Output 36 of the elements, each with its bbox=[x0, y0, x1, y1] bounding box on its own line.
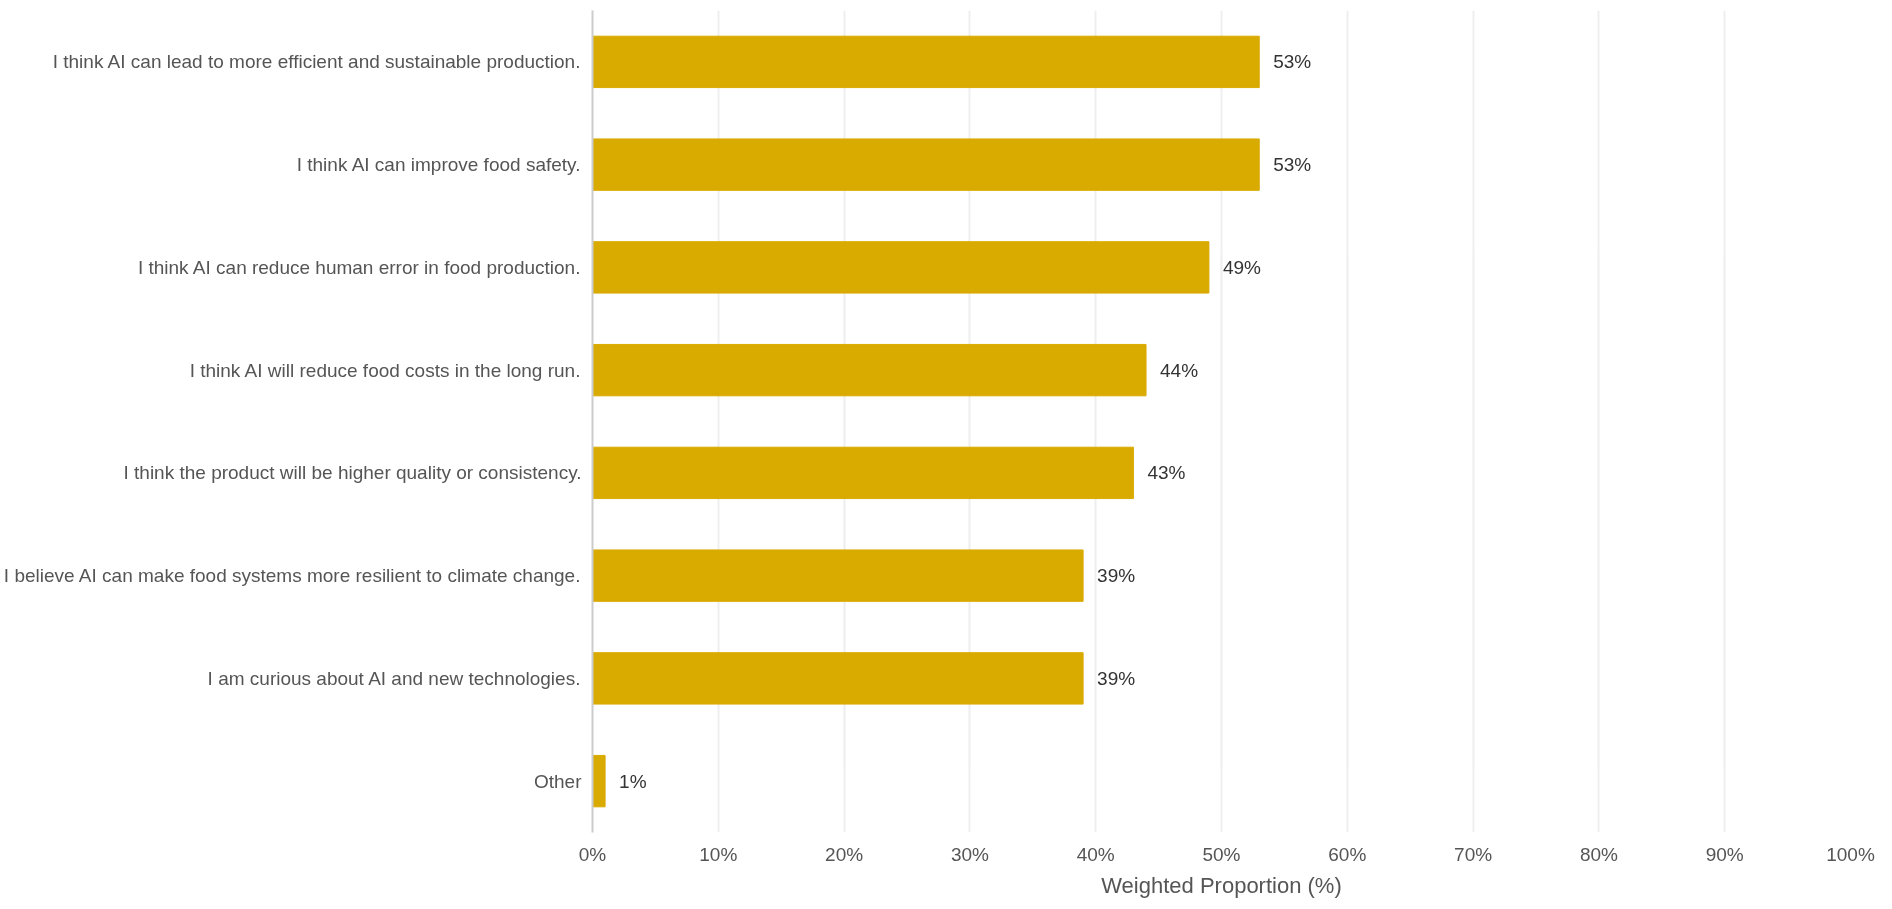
x-tick-label: 0% bbox=[578, 843, 607, 865]
x-tick-label: 90% bbox=[1705, 843, 1744, 865]
x-tick-label: 20% bbox=[825, 843, 864, 865]
data-label: 43% bbox=[1147, 462, 1186, 484]
y-tick-label: I believe AI can make food systems more resilient to climate change. bbox=[3, 565, 581, 587]
data-label: 53% bbox=[1273, 154, 1312, 176]
y-tick-label: I think the product will be higher quality or consistency. bbox=[123, 462, 582, 484]
data-label: 49% bbox=[1222, 256, 1262, 278]
data-label: 53% bbox=[1273, 51, 1312, 73]
data-label: 39% bbox=[1097, 667, 1136, 689]
x-tick-label: 10% bbox=[699, 843, 738, 865]
bar bbox=[592, 446, 1134, 500]
bar bbox=[592, 138, 1260, 191]
y-tick-label: I think AI will reduce food costs in the long run. bbox=[189, 359, 581, 381]
x-tick-label: 30% bbox=[950, 843, 990, 865]
bar bbox=[592, 549, 1084, 602]
data-label: 44% bbox=[1160, 359, 1199, 381]
bar bbox=[592, 241, 1210, 294]
x-tick-label: 80% bbox=[1579, 843, 1619, 865]
x-axis-title: Weighted Proportion (%) bbox=[1101, 872, 1342, 898]
bar bbox=[592, 754, 606, 808]
bar bbox=[592, 652, 1084, 705]
data-label: 1% bbox=[619, 770, 647, 792]
data-label: 39% bbox=[1097, 565, 1136, 587]
x-tick-label: 100% bbox=[1826, 843, 1875, 865]
x-tick-label: 70% bbox=[1454, 843, 1493, 865]
x-tick-label: 40% bbox=[1076, 843, 1115, 865]
y-tick-label: I am curious about AI and new technologies. bbox=[207, 667, 581, 689]
y-tick-label: I think AI can lead to more efficient and sustainable production. bbox=[52, 51, 581, 73]
bar bbox=[592, 343, 1147, 397]
bar bbox=[592, 35, 1260, 89]
y-tick-label: I think AI can improve food safety. bbox=[296, 154, 581, 176]
y-tick-label: Other bbox=[533, 770, 583, 792]
x-tick-label: 50% bbox=[1202, 843, 1241, 865]
x-tick-label: 60% bbox=[1328, 843, 1367, 865]
y-tick-label: I think AI can reduce human error in food production. bbox=[137, 256, 581, 278]
